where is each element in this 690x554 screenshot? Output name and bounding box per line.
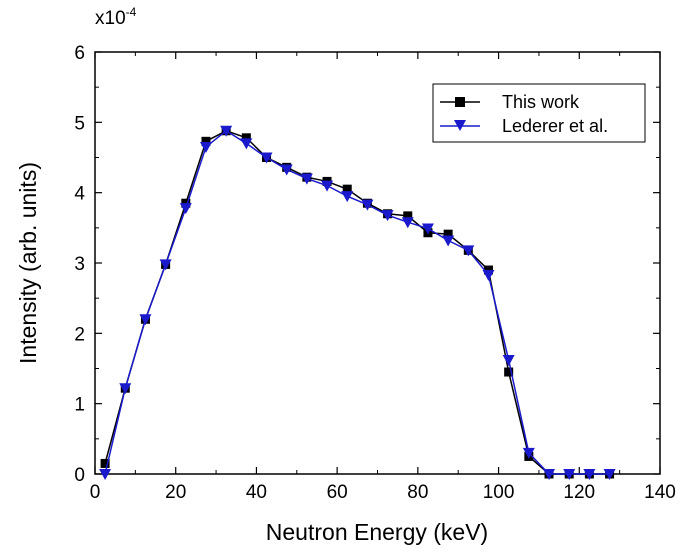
x-tick-label: 80: [407, 482, 428, 503]
y-multiplier-label: x10-4: [95, 5, 137, 29]
y-tick-labels: 0 1 2 3 4 5 6: [74, 43, 85, 486]
data-point-triangle: [543, 469, 556, 480]
series-this-work: [100, 126, 615, 479]
data-point-triangle: [260, 152, 273, 164]
data-point-square: [201, 136, 211, 146]
data-point-triangle: [361, 199, 374, 211]
data-point-square: [403, 211, 413, 221]
data-point-triangle: [99, 469, 112, 480]
data-point-triangle: [563, 469, 576, 480]
y-tick-label: 6: [74, 43, 85, 64]
x-axis-title: Neutron Energy (keV): [266, 519, 488, 545]
data-point-triangle: [220, 125, 233, 137]
y-tick-label: 3: [74, 254, 85, 275]
data-point-triangle: [603, 469, 616, 480]
data-point-triangle: [300, 173, 313, 185]
data-point-triangle: [381, 210, 394, 222]
y-tick-label: 1: [74, 395, 85, 416]
data-point-triangle: [502, 355, 515, 367]
data-point-triangle: [159, 259, 172, 271]
data-point-triangle: [199, 141, 212, 153]
legend-label-this-work: This work: [502, 92, 580, 112]
legend-label-lederer: Lederer et al.: [502, 116, 608, 136]
data-point-triangle: [321, 180, 334, 192]
x-tick-labels: 0 20 40 60 80 100 120 140: [90, 482, 676, 503]
legend-box: [432, 83, 646, 143]
data-point-square: [100, 458, 110, 468]
x-tick-label: 140: [644, 482, 676, 503]
axis-ticks: [94, 51, 661, 475]
x-tick-label: 20: [165, 482, 186, 503]
x-tick-label: 120: [563, 482, 595, 503]
data-point-triangle: [442, 235, 455, 247]
y-multiplier-exponent: -4: [126, 5, 137, 19]
y-tick-label: 0: [74, 465, 85, 486]
data-point-square: [443, 229, 453, 239]
data-point-triangle: [583, 469, 596, 480]
y-tick-label: 4: [74, 184, 85, 205]
data-point-triangle: [119, 383, 132, 395]
data-point-square: [241, 133, 251, 143]
data-point-triangle: [522, 447, 535, 459]
y-axis-title: Intensity (arb. units): [15, 162, 41, 364]
legend-marker-square: [455, 97, 465, 107]
data-point-square: [504, 367, 514, 377]
x-tick-label: 60: [327, 482, 348, 503]
data-point-triangle: [280, 164, 293, 176]
series-layer: [99, 125, 616, 480]
x-tick-label: 40: [246, 482, 267, 503]
series-line: [104, 129, 610, 475]
data-point-triangle: [240, 138, 253, 150]
legend: This work Lederer et al.: [432, 83, 646, 143]
x-tick-label: 100: [483, 482, 515, 503]
data-point-triangle: [139, 314, 152, 326]
data-point-triangle: [462, 245, 475, 257]
data-point-triangle: [421, 223, 434, 235]
y-tick-label: 2: [74, 324, 85, 345]
data-point-triangle: [401, 217, 414, 229]
x-tick-label: 0: [90, 482, 101, 503]
series-lederer: [99, 125, 616, 480]
data-point-square: [342, 184, 352, 194]
data-point-triangle: [341, 191, 354, 203]
y-multiplier-base: x10: [95, 8, 126, 29]
legend-marker-triangle: [454, 120, 466, 131]
data-point-triangle: [482, 269, 495, 281]
y-tick-label: 5: [74, 113, 85, 134]
series-line: [104, 129, 610, 475]
data-point-triangle: [179, 203, 192, 215]
